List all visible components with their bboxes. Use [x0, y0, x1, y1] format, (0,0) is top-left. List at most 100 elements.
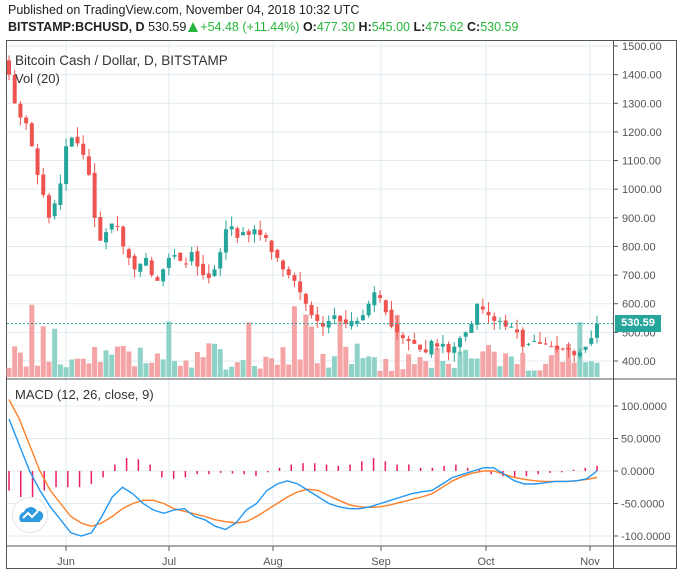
volume-bar — [280, 347, 286, 377]
high-value: 545.00 — [371, 20, 410, 34]
candle-body — [400, 335, 405, 339]
volume-bar — [229, 366, 235, 377]
volume-bar — [246, 322, 252, 377]
candle-body — [509, 326, 514, 328]
volume-bar — [17, 352, 23, 377]
macd-axis-label: -50.0000 — [621, 499, 664, 511]
candle-body — [412, 339, 417, 344]
volume-bar — [531, 370, 537, 377]
candle-body — [463, 332, 468, 337]
macd-axis-label: 100.0000 — [621, 401, 667, 413]
candle-body — [298, 281, 303, 293]
volume-bar — [80, 358, 86, 377]
volume-bar — [548, 355, 554, 377]
close-value: 530.59 — [480, 20, 519, 34]
volume-bar — [514, 364, 520, 377]
volume-bar — [103, 350, 109, 377]
tradingview-logo[interactable] — [12, 497, 48, 533]
volume-bar — [417, 357, 423, 377]
candle-body — [520, 329, 525, 347]
price-change: +54.48 (+11.44%) — [200, 20, 300, 34]
candle-body — [372, 292, 377, 306]
volume-bar — [520, 353, 526, 377]
volume-bar — [388, 370, 394, 377]
candle-body — [549, 346, 554, 348]
time-axis-label: Jul — [162, 556, 176, 568]
candle-body — [486, 311, 491, 316]
candle-body — [178, 252, 183, 261]
candle-body — [395, 323, 400, 333]
volume-bar — [52, 328, 58, 377]
volume-bar — [428, 367, 434, 377]
volume-bar — [474, 358, 480, 377]
candle-body — [201, 263, 206, 276]
volume-bar — [394, 315, 400, 377]
volume-bar — [543, 363, 549, 377]
candle-body — [595, 323, 599, 338]
candle-body — [195, 251, 200, 267]
published-line: Published on TradingView.com, November 0… — [8, 3, 360, 17]
candle-body — [589, 338, 594, 344]
volume-bar — [565, 343, 571, 377]
volume-legend: Vol (20) — [15, 71, 60, 86]
candle-body — [132, 255, 137, 270]
volume-bar — [126, 351, 132, 377]
candle-body — [7, 60, 11, 75]
candle-body — [149, 260, 154, 276]
candle-body — [343, 319, 348, 324]
candle-body — [161, 269, 166, 282]
price-axis-label: 1400.00 — [622, 70, 662, 82]
volume-bar — [291, 306, 297, 377]
candle-body — [235, 228, 240, 238]
candle-body — [35, 148, 40, 175]
macd-axis-label: 0.0000 — [621, 466, 655, 478]
open-label: O: — [302, 20, 317, 34]
candle-body — [252, 229, 257, 235]
volume-bar — [132, 366, 138, 377]
candle-body — [166, 257, 171, 268]
candle-body — [69, 137, 74, 147]
volume-bar — [503, 353, 509, 377]
volume-bar — [383, 358, 389, 377]
candle-body — [46, 195, 51, 218]
candle-body — [423, 349, 428, 353]
candle-body — [555, 345, 560, 350]
volume-bar — [486, 344, 492, 377]
candle-body — [115, 225, 120, 227]
volume-bar — [274, 364, 280, 377]
candle-body — [429, 340, 434, 355]
candle-body — [121, 226, 126, 247]
candle-body — [480, 306, 485, 310]
price-axis-label: 600.00 — [622, 299, 656, 311]
candle-body — [241, 232, 246, 236]
high-label: H: — [358, 20, 372, 34]
volume-bar — [86, 363, 92, 377]
candle-body — [12, 74, 17, 104]
volume-bar — [40, 326, 46, 377]
candle-body — [92, 172, 97, 218]
candle-body — [144, 257, 149, 266]
volume-bar — [497, 366, 503, 377]
candle-body — [269, 240, 274, 253]
candle-body — [223, 229, 228, 253]
volume-bar — [309, 326, 315, 377]
candle-body — [104, 232, 109, 243]
candle-body — [52, 203, 57, 217]
volume-bar — [200, 357, 206, 377]
candle-body — [286, 269, 291, 276]
volume-bar — [172, 360, 178, 377]
volume-bar — [154, 353, 160, 377]
volume-bar — [183, 360, 189, 377]
price-axis-label: 1100.00 — [622, 156, 661, 168]
volume-bar — [177, 365, 183, 377]
price-axis-label: 1000.00 — [622, 184, 662, 196]
volume-bar — [114, 346, 120, 377]
volume-bar — [434, 348, 440, 377]
volume-bar — [360, 358, 366, 377]
chart-title-legend: Bitcoin Cash / Dollar, D, BITSTAMP — [15, 53, 228, 68]
candle-body — [366, 303, 371, 316]
candle-body — [58, 183, 63, 205]
price-axis-label: 1500.00 — [622, 41, 662, 53]
candle-body — [246, 231, 251, 235]
